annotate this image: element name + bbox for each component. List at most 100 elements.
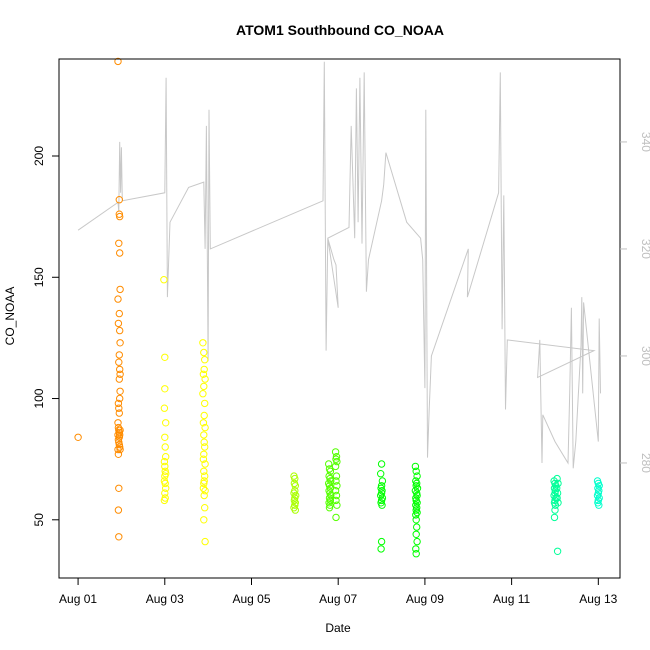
data-point [114, 445, 122, 454]
series-0 [74, 57, 124, 541]
data-point [116, 426, 124, 434]
data-point [377, 537, 386, 546]
data-point [161, 353, 169, 361]
data-point [412, 516, 420, 524]
data-point [116, 212, 124, 221]
data-point [160, 457, 169, 466]
data-point [332, 477, 340, 485]
data-point [115, 484, 123, 492]
data-point [413, 537, 421, 546]
y-tick-label: 100 [32, 388, 46, 408]
data-point [115, 239, 123, 248]
x-tick-label: Aug 07 [319, 592, 357, 606]
data-point [201, 356, 209, 364]
data-point [160, 404, 169, 412]
x-tick-label: Aug 05 [232, 592, 270, 606]
data-point [74, 433, 82, 441]
y-tick-label: 150 [32, 267, 46, 287]
x-tick-label: Aug 01 [59, 592, 97, 606]
data-point [200, 438, 208, 446]
series-3 [325, 448, 341, 522]
data-point [412, 511, 420, 519]
data-point [114, 399, 123, 408]
data-point [199, 455, 208, 463]
data-point [116, 326, 124, 335]
data-point [326, 467, 335, 475]
secondary-trace-line [77, 61, 601, 469]
y-axis-label: CO_NOAA [3, 287, 17, 346]
data-point [553, 494, 561, 502]
data-point [551, 506, 559, 514]
data-point [553, 474, 561, 483]
data-point [161, 385, 169, 393]
data-point [201, 423, 209, 432]
data-point [377, 460, 386, 468]
data-point [161, 462, 169, 471]
data-point [201, 472, 209, 480]
data-point [200, 411, 208, 420]
data-point [160, 496, 169, 505]
data-point [201, 375, 209, 383]
data-point [332, 496, 340, 505]
data-point [115, 196, 124, 204]
data-point [161, 443, 169, 451]
data-point [116, 387, 124, 395]
data-point [333, 482, 341, 490]
data-point [115, 309, 124, 318]
data-point [115, 351, 124, 359]
data-point [115, 375, 124, 383]
data-point [115, 433, 124, 441]
data-point [115, 409, 124, 417]
right-y-tick-label: 300 [639, 346, 650, 366]
data-point [378, 501, 386, 509]
data-point [201, 443, 209, 451]
data-point [199, 390, 207, 398]
data-point [411, 462, 420, 471]
series-5 [550, 474, 562, 555]
data-point [161, 489, 169, 497]
data-point [161, 433, 169, 441]
data-point [115, 404, 123, 412]
x-tick-label: Aug 13 [579, 592, 617, 606]
data-point [291, 474, 299, 483]
data-point [200, 431, 208, 439]
data-point [116, 445, 124, 454]
data-point [200, 450, 208, 458]
data-point [291, 482, 299, 490]
data-point [554, 479, 562, 488]
chart-title: ATOM1 Southbound CO_NOAA [236, 22, 444, 38]
data-point [162, 419, 170, 427]
data-point [161, 479, 169, 488]
data-point [413, 472, 421, 480]
y-tick-label: 50 [32, 513, 46, 527]
secondary-line-layer [77, 61, 601, 469]
data-point [201, 399, 209, 408]
data-point [162, 453, 170, 461]
data-point [114, 57, 122, 66]
data-point [325, 460, 333, 468]
data-point [377, 545, 385, 553]
right-y-tick-label: 280 [639, 453, 650, 473]
data-point [201, 487, 209, 495]
x-tick-label: Aug 09 [406, 592, 444, 606]
data-point [116, 249, 124, 257]
data-point [553, 484, 561, 492]
data-point [199, 370, 208, 378]
data-point [333, 501, 341, 509]
data-point [332, 491, 341, 500]
data-point [162, 484, 170, 492]
x-tick-label: Aug 11 [493, 592, 530, 606]
data-point [291, 506, 299, 514]
data-point [114, 506, 123, 514]
plot-frame [58, 58, 621, 579]
data-point [201, 537, 209, 546]
data-point [332, 513, 340, 522]
data-point [161, 472, 169, 480]
data-point [412, 550, 420, 558]
data-point [331, 462, 340, 471]
data-point [116, 365, 124, 374]
data-point [551, 501, 560, 509]
data-point [200, 382, 208, 391]
